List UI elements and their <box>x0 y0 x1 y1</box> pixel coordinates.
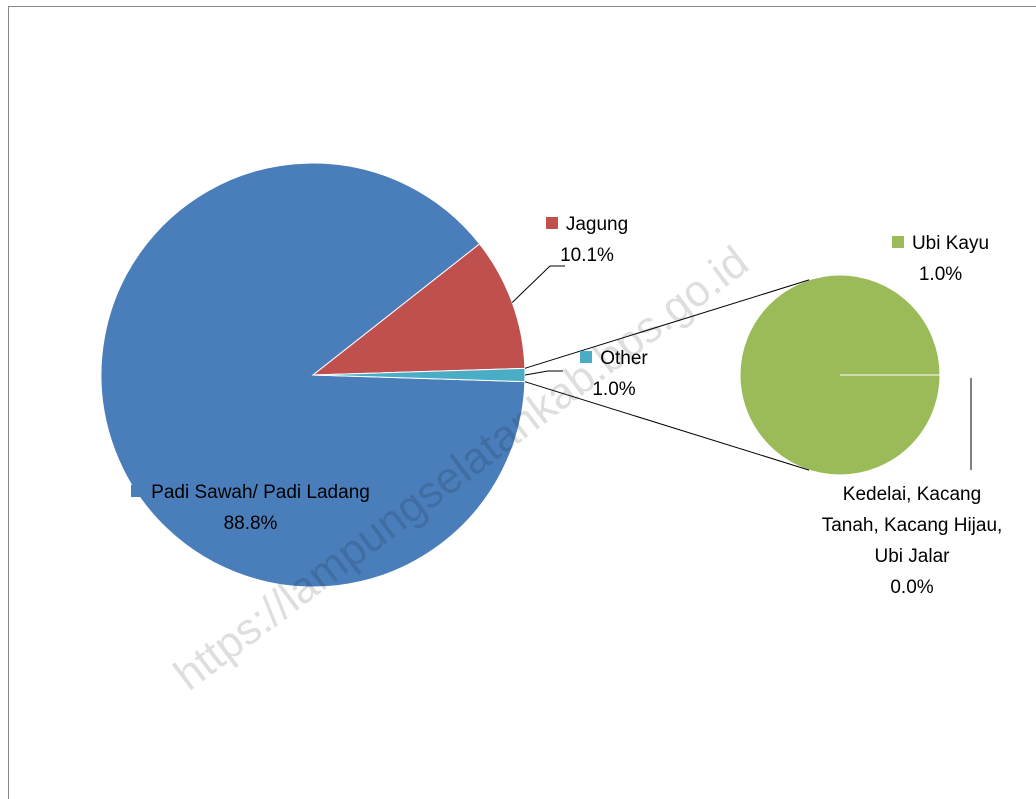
category-label: Jagung <box>565 214 629 235</box>
legend-key <box>891 236 904 248</box>
value-label: 10.1% <box>560 245 614 266</box>
legend-key <box>545 217 558 229</box>
data-label: Ubi Kayu 1.0% <box>868 228 1013 290</box>
data-label: Jagung 10.1% <box>528 209 646 271</box>
value-label: 1.0% <box>592 379 636 400</box>
connector-line <box>524 381 810 471</box>
slices <box>100 162 941 588</box>
category-label: Kedelai, Kacang Tanah, Kacang Hijau, Ubi… <box>821 484 1003 567</box>
data-label: Padi Sawah/ Padi Ladang 88.8% <box>128 477 373 539</box>
category-label: Ubi Kayu <box>911 233 990 254</box>
legend-key <box>131 485 144 497</box>
leader-line <box>511 265 565 303</box>
leader-line <box>524 370 563 376</box>
connector-line <box>524 279 810 369</box>
category-label: Padi Sawah/ Padi Ladang <box>151 482 370 503</box>
value-label: 88.8% <box>223 513 278 534</box>
category-label: Other <box>600 348 648 369</box>
pie-slice <box>311 243 526 376</box>
value-label: 0.0% <box>890 577 934 598</box>
legend-key <box>580 351 593 363</box>
pie-slice <box>312 367 526 383</box>
value-label: 1.0% <box>918 264 963 285</box>
data-label: Other 1.0% <box>563 343 665 405</box>
data-label: Kedelai, Kacang Tanah, Kacang Hijau, Ubi… <box>812 479 1012 603</box>
